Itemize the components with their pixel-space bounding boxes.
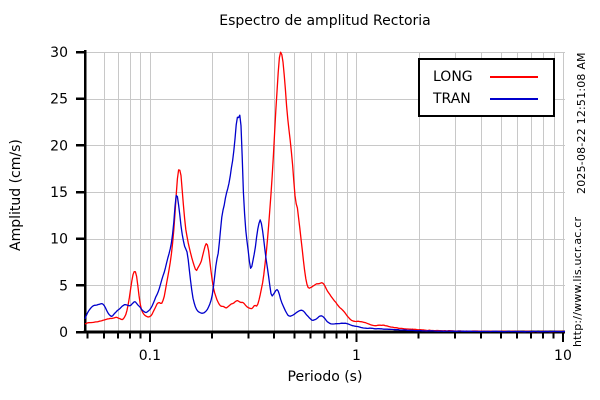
legend-item-tran: TRAN xyxy=(433,90,553,107)
y-tick-label: 5 xyxy=(59,278,68,294)
timestamp-vertical-text: 2025-08-22 12:51:08 AM xyxy=(575,52,588,194)
legend-line-sample-tran xyxy=(490,97,538,100)
series-tran xyxy=(84,114,566,333)
legend-line-sample-long xyxy=(490,75,538,78)
source-url-vertical-text: http://www.lis.ucr.ac.cr xyxy=(571,216,584,348)
series-line-tran xyxy=(84,114,566,333)
legend-label-long: LONG xyxy=(433,68,473,85)
legend-item-long: LONG xyxy=(433,68,553,85)
tick-labels: 0 5 10 15 20 25 30 0.1 1 10 xyxy=(50,45,572,364)
y-tick-label: 30 xyxy=(50,45,68,61)
y-tick-label: 20 xyxy=(50,138,68,154)
legend-box: LONG TRAN xyxy=(418,58,555,117)
x-tick-label: 0.1 xyxy=(139,348,161,364)
chart-title: Espectro de amplitud Rectoria xyxy=(219,13,431,29)
x-axis-label: Periodo (s) xyxy=(287,369,363,385)
legend-label-tran: TRAN xyxy=(433,90,471,107)
x-tick-label: 10 xyxy=(554,348,572,364)
y-tick-label: 25 xyxy=(50,92,68,108)
x-tick-label: 1 xyxy=(352,348,361,364)
y-tick-label: 10 xyxy=(50,232,68,248)
grid-lines xyxy=(85,52,565,332)
axis-ticks xyxy=(76,50,564,342)
y-axis-label: Amplitud (cm/s) xyxy=(8,139,24,251)
y-tick-label: 15 xyxy=(50,185,68,201)
y-tick-label: 0 xyxy=(59,325,68,341)
